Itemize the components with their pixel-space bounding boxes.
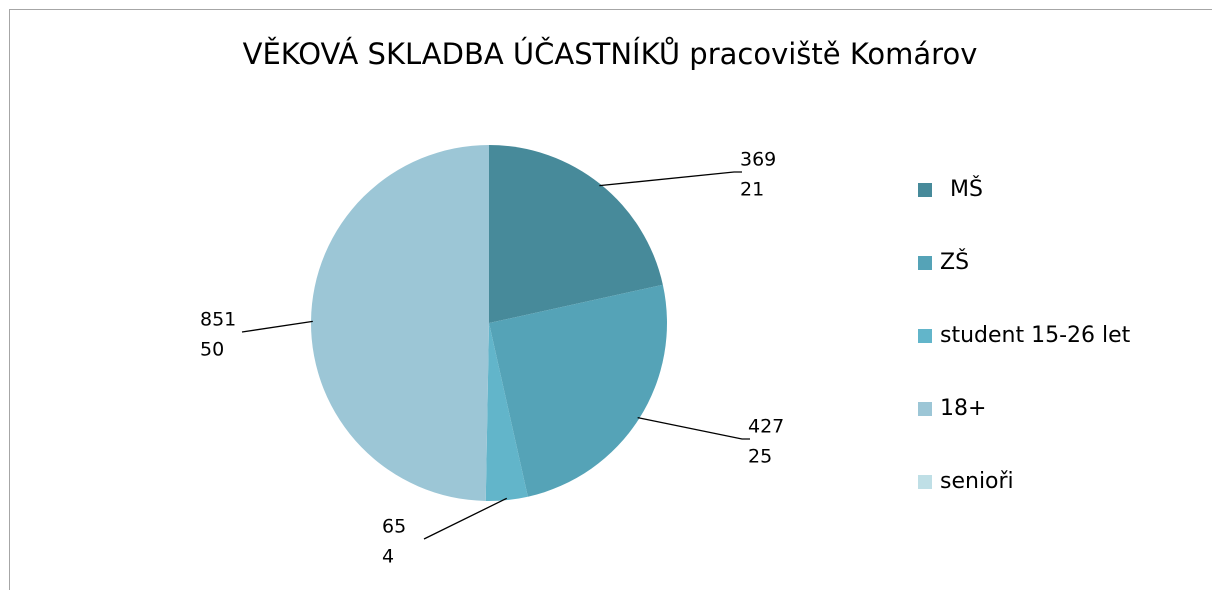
data-label: 369 (740, 149, 776, 171)
data-label: 851 (200, 309, 236, 331)
chart-title: VĚKOVÁ SKLADBA ÚČASTNÍKŮ pracoviště Komá… (243, 37, 978, 71)
pie-slice (489, 145, 663, 323)
legend-label: ZŠ (940, 249, 969, 275)
percent-label: 25 (748, 446, 772, 468)
leader-line (241, 320, 313, 333)
pie-slice (310, 145, 489, 501)
data-label: 427 (748, 416, 784, 438)
percent-label: 4 (382, 546, 394, 568)
legend-swatch (918, 475, 932, 489)
legend-swatch (918, 183, 932, 197)
legend-label: senioři (940, 469, 1014, 494)
leader-line (599, 171, 742, 187)
legend-label: student 15-26 let (940, 323, 1131, 348)
pie-slice (485, 323, 528, 502)
percent-label: 50 (200, 339, 224, 361)
legend-swatch (918, 402, 932, 416)
legend-swatch (918, 329, 932, 343)
data-label: 65 (382, 516, 406, 538)
legend-label: MŠ (950, 176, 983, 202)
leader-line (423, 497, 508, 540)
legend-swatch (918, 256, 932, 270)
pie-slice (489, 284, 667, 497)
percent-label: 21 (740, 179, 764, 201)
legend-label: 18+ (940, 396, 986, 421)
leader-line (637, 417, 750, 440)
